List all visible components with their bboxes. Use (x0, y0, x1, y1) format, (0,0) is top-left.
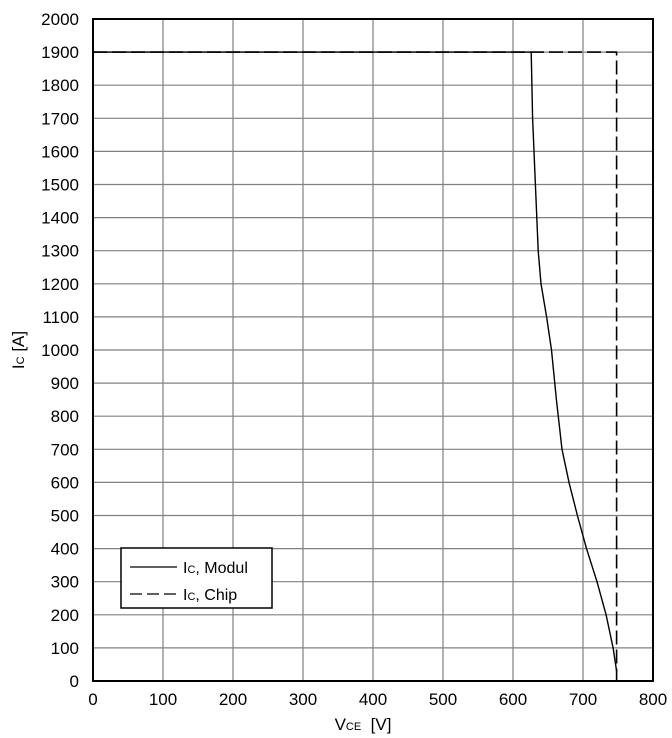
x-tick-label-200: 200 (219, 690, 247, 709)
y-tick-label-800: 800 (51, 407, 79, 426)
y-tick-label-2000: 2000 (41, 10, 79, 29)
x-tick-labels: 0 100 200 300 400 500 600 700 800 (88, 690, 667, 709)
y-tick-label-900: 900 (51, 374, 79, 393)
y-tick-label-1700: 1700 (41, 109, 79, 128)
y-axis-label: IC [A] (9, 331, 28, 369)
y-tick-label-0: 0 (70, 672, 79, 691)
y-tick-label-100: 100 (51, 639, 79, 658)
x-tick-label-500: 500 (429, 690, 457, 709)
y-tick-label-1100: 1100 (42, 308, 79, 327)
x-tick-label-0: 0 (88, 690, 97, 709)
y-tick-label-1000: 1000 (41, 341, 79, 360)
x-tick-label-800: 800 (639, 690, 667, 709)
y-axis-label-unit: [A] (9, 331, 28, 357)
x-axis-label-sub: CE (346, 721, 361, 733)
y-tick-label-1800: 1800 (41, 76, 79, 95)
x-axis-label-unit: [V] (361, 715, 391, 734)
x-axis-label: VCE [V] (335, 715, 392, 734)
y-tick-label-1300: 1300 (41, 242, 79, 261)
y-tick-label-1400: 1400 (41, 209, 79, 228)
legend-label-modul-rest: , Modul (195, 560, 247, 577)
y-tick-label-1600: 1600 (41, 142, 79, 161)
x-axis-label-main: V (335, 715, 347, 734)
y-tick-label-1200: 1200 (41, 275, 79, 294)
y-tick-label-600: 600 (51, 473, 79, 492)
y-tick-label-1500: 1500 (41, 176, 79, 195)
x-tick-label-600: 600 (499, 690, 527, 709)
legend: IC, Modul IC, Chip (121, 548, 272, 608)
y-tick-label-400: 400 (51, 540, 79, 559)
legend-label-chip-sub: C (187, 591, 195, 603)
y-tick-labels: 0 100 200 300 400 500 600 700 800 900 1000 1100 1200… (41, 10, 79, 691)
y-tick-label-300: 300 (51, 573, 79, 592)
y-axis-label-sub: C (15, 356, 27, 364)
x-tick-label-300: 300 (289, 690, 317, 709)
y-tick-label-1900: 1900 (41, 43, 79, 62)
y-tick-label-500: 500 (51, 507, 79, 526)
x-tick-label-100: 100 (149, 690, 177, 709)
legend-label-chip-rest: , Chip (195, 587, 237, 604)
x-tick-label-700: 700 (569, 690, 597, 709)
y-tick-label-200: 200 (51, 606, 79, 625)
x-tick-label-400: 400 (359, 690, 387, 709)
legend-label-modul-sub: C (187, 564, 195, 576)
y-tick-label-700: 700 (51, 440, 79, 459)
